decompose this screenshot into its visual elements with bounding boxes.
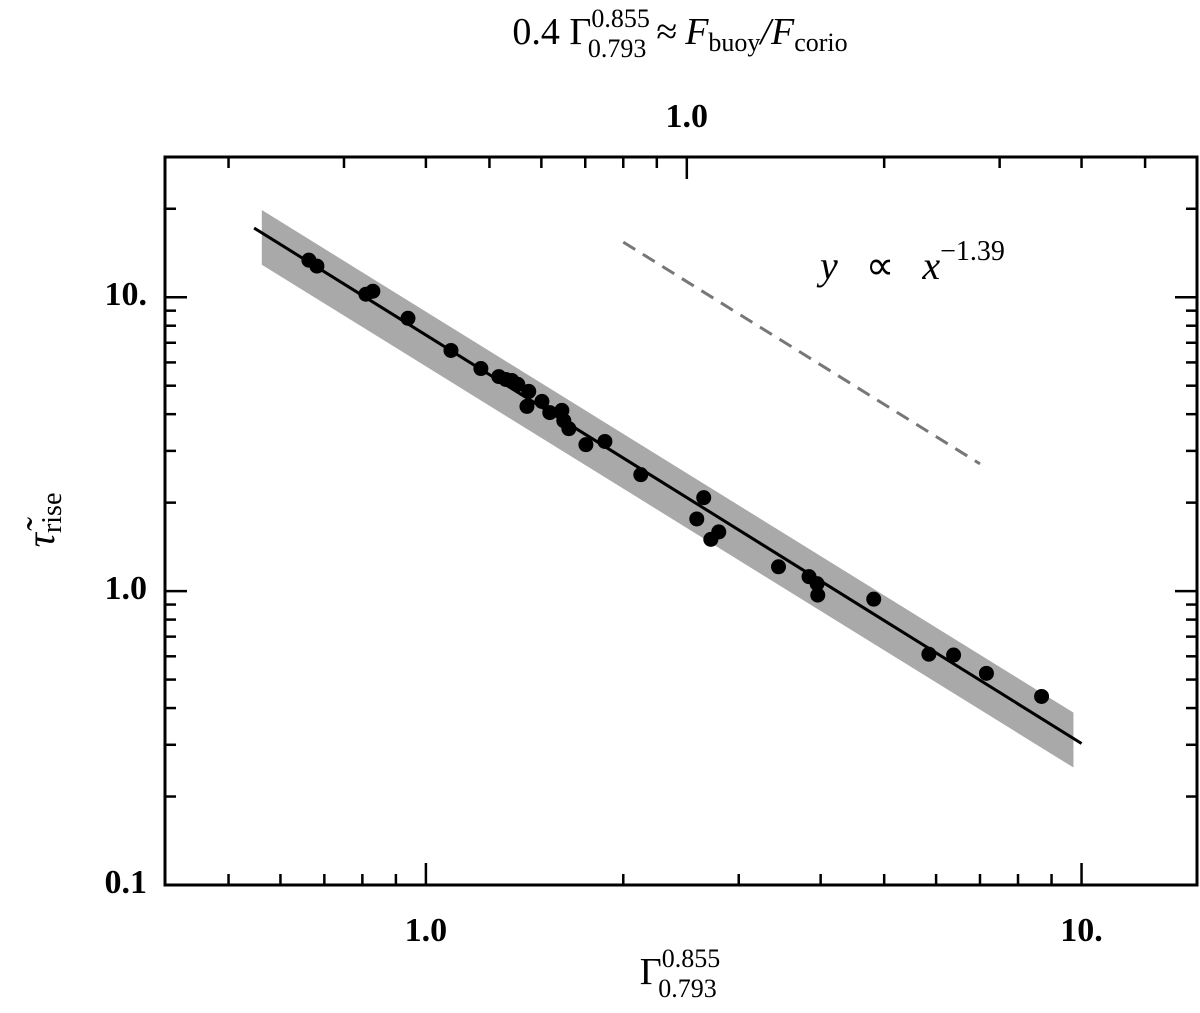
y-tick-label: 0.1 bbox=[105, 864, 148, 901]
x-axis-label: Γ0.855 0.793 bbox=[640, 944, 720, 1003]
data-point bbox=[309, 258, 325, 274]
slope-guide bbox=[622, 240, 981, 466]
data-point bbox=[578, 437, 594, 453]
label-sub: buoy bbox=[708, 28, 760, 57]
label-sub: corio bbox=[794, 28, 847, 57]
data-point bbox=[400, 310, 416, 326]
data-point bbox=[866, 591, 882, 607]
data-point bbox=[521, 383, 537, 399]
x-tick-label: 1.0 bbox=[405, 912, 448, 949]
data-point bbox=[1034, 688, 1050, 704]
data-point bbox=[597, 433, 613, 449]
label-part: Γ bbox=[640, 951, 662, 993]
annotation-part: ∝ bbox=[866, 243, 895, 288]
data-point bbox=[542, 405, 558, 421]
data-point bbox=[510, 376, 526, 392]
annotation-part: x bbox=[921, 243, 940, 288]
data-point bbox=[633, 467, 649, 483]
x2-tick-label: 1.0 bbox=[666, 98, 709, 135]
fit-line bbox=[253, 226, 1083, 745]
data-point bbox=[519, 398, 535, 414]
data-point bbox=[921, 646, 937, 662]
label-part: ≈ bbox=[656, 11, 677, 53]
data-point bbox=[561, 421, 577, 437]
data-point bbox=[365, 283, 381, 299]
label-sub: rise bbox=[37, 493, 68, 533]
y-tick-label: 10. bbox=[105, 276, 148, 313]
data-point bbox=[443, 342, 459, 358]
top-axis-label: 0.4 Γ0.855 0.793 ≈ Fbuoy/Fcorio bbox=[512, 4, 847, 63]
data-point bbox=[534, 393, 550, 409]
annotation-part: −1.39 bbox=[940, 236, 1005, 267]
label-sup: 0.855 bbox=[591, 4, 650, 33]
data-point bbox=[711, 524, 727, 540]
data-point bbox=[810, 587, 826, 603]
data-point bbox=[696, 490, 712, 506]
data-point bbox=[473, 361, 489, 377]
data-point bbox=[978, 665, 994, 681]
label-part: 0.4 Γ bbox=[512, 11, 591, 53]
y-tick-label: 1.0 bbox=[105, 570, 148, 607]
label-sub: 0.793 bbox=[658, 974, 717, 1003]
data-point bbox=[689, 511, 705, 527]
uncertainty-band bbox=[261, 210, 1074, 768]
plot-frame bbox=[163, 155, 1199, 887]
label-sup: 0.855 bbox=[662, 944, 721, 973]
label-part: /F bbox=[758, 11, 795, 53]
annotation: y ∝ x−1.39 bbox=[816, 236, 1005, 288]
data-point bbox=[771, 559, 787, 575]
label-sub: 0.793 bbox=[588, 34, 647, 63]
annotation-part: y bbox=[816, 243, 838, 288]
y-axis-label: τ̃rise bbox=[18, 493, 68, 548]
data-point bbox=[809, 576, 825, 592]
label-part: F bbox=[684, 11, 709, 53]
x-tick-label: 10. bbox=[1060, 912, 1103, 949]
data-point bbox=[946, 647, 962, 663]
